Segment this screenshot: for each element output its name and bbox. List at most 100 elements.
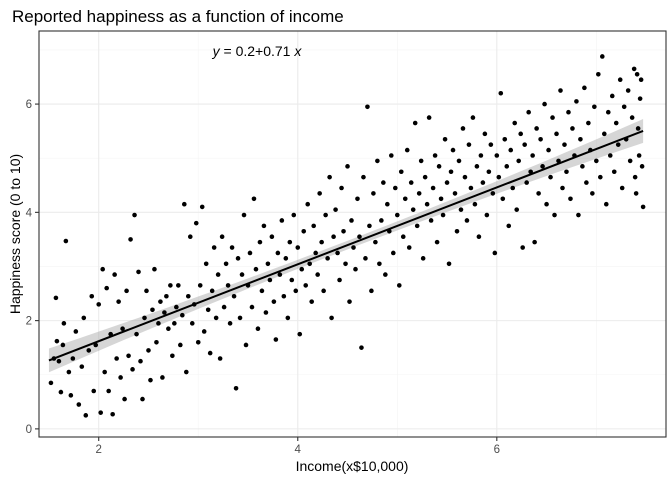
data-point (414, 223, 420, 229)
data-point (556, 158, 561, 164)
data-point (100, 266, 105, 272)
data-point (568, 196, 573, 202)
data-point (247, 250, 253, 256)
data-point (609, 93, 615, 99)
data-point (426, 115, 432, 120)
data-point (91, 388, 97, 394)
data-point (189, 321, 195, 326)
data-point (576, 212, 581, 218)
data-point (607, 153, 613, 158)
data-point (369, 288, 374, 294)
data-point (500, 196, 506, 202)
data-point (562, 142, 567, 147)
data-point (442, 136, 448, 142)
data-point (637, 96, 643, 101)
data-point (615, 142, 621, 147)
data-point (548, 174, 553, 180)
data-point (162, 310, 167, 315)
data-point (498, 90, 504, 96)
data-point (154, 339, 159, 345)
data-point (146, 348, 151, 353)
data-point (66, 369, 72, 375)
data-point (371, 191, 376, 196)
data-point (617, 77, 623, 83)
data-point (172, 321, 177, 326)
data-point (566, 109, 571, 115)
data-point (68, 393, 74, 398)
data-point (305, 201, 311, 207)
data-point (504, 164, 510, 169)
data-point (156, 321, 161, 326)
data-point (484, 212, 490, 218)
data-point (211, 245, 217, 250)
data-point (83, 413, 89, 418)
y-tick-label: 2 (26, 316, 32, 328)
data-point (359, 345, 364, 350)
data-point (345, 164, 350, 169)
x-tick-label: 2 (96, 444, 102, 456)
data-point (61, 321, 67, 326)
data-point (203, 261, 209, 267)
data-point (420, 256, 426, 261)
data-point (81, 315, 87, 321)
data-point (574, 99, 579, 104)
data-point (466, 142, 472, 147)
data-point (333, 207, 338, 212)
data-point (349, 218, 354, 223)
data-point (231, 293, 237, 299)
data-point (243, 342, 249, 348)
regression-fit (48, 130, 644, 362)
data-point (112, 272, 117, 277)
data-point (293, 288, 299, 294)
data-point (193, 220, 199, 226)
data-point (512, 120, 518, 126)
data-point (440, 212, 446, 218)
data-point (452, 191, 458, 196)
data-point (406, 245, 412, 250)
data-point (516, 158, 521, 164)
data-point (158, 299, 163, 304)
data-point (381, 180, 386, 185)
data-point (343, 261, 348, 267)
data-point (217, 356, 223, 361)
data-point (130, 367, 135, 372)
data-point (313, 250, 318, 256)
data-point (263, 310, 269, 315)
data-point (128, 237, 133, 242)
data-point (454, 228, 460, 234)
equation-x-symbol: x (293, 43, 302, 59)
data-point (187, 234, 193, 240)
data-point (152, 266, 157, 272)
data-point (428, 218, 434, 223)
data-point (444, 180, 450, 185)
data-point (54, 338, 60, 344)
data-point (301, 228, 307, 234)
grid (39, 31, 666, 437)
data-point (590, 191, 595, 196)
data-point (114, 356, 119, 361)
data-point (393, 185, 398, 191)
data-point (554, 131, 559, 137)
data-point (104, 285, 109, 291)
x-tick-label: 6 (494, 444, 500, 456)
data-point (584, 180, 589, 185)
data-point (176, 283, 181, 288)
data-point (219, 234, 225, 240)
data-point (261, 223, 267, 229)
data-point (150, 307, 155, 313)
data-point (488, 142, 494, 147)
data-point (118, 375, 123, 380)
data-point (524, 180, 529, 185)
data-point (633, 191, 639, 196)
data-point (303, 283, 309, 288)
data-point (412, 120, 418, 126)
data-point (446, 261, 452, 267)
data-point (325, 256, 330, 261)
data-point (201, 329, 207, 334)
data-point (205, 307, 211, 313)
data-point (520, 245, 525, 250)
data-point (138, 358, 143, 364)
data-point (514, 207, 520, 212)
data-point (122, 396, 127, 402)
data-point (285, 315, 291, 321)
